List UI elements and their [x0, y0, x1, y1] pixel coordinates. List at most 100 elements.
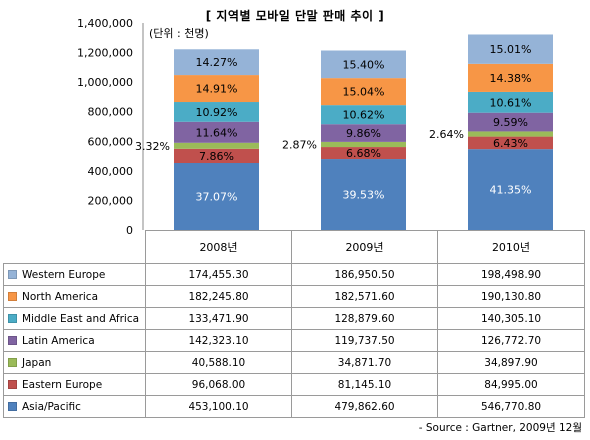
share-label: 14.91% [196, 83, 238, 96]
legend-entry: Japan [3, 351, 146, 374]
bar-segment [468, 63, 553, 92]
bar-segment [321, 78, 406, 106]
bar-series [174, 34, 553, 230]
bar-segment [174, 148, 259, 164]
share-label: 6.68% [346, 147, 381, 160]
table-cell: 119,737.50 [291, 329, 438, 352]
year-header: 2008년 [145, 230, 292, 264]
share-label: 10.62% [343, 109, 385, 122]
share-label: 11.64% [196, 126, 238, 139]
table-cell: 81,145.10 [291, 373, 438, 396]
table-cell: 142,323.10 [145, 329, 292, 352]
y-tick-label: 1,200,000 [77, 47, 133, 60]
table-row: Middle East and Africa 133,471.90 128,879.… [3, 307, 585, 330]
bar-segment [321, 147, 406, 160]
table-cell: 40,588.10 [145, 351, 292, 374]
table-row: Asia/Pacific 453,100.10 479,862.60 546,770.… [3, 395, 585, 418]
table-cell: 34,897.90 [437, 351, 585, 374]
table-row: Eastern Europe 96,068.00 81,145.10 84,995.0… [3, 373, 585, 396]
y-tick-label: 1,400,000 [77, 17, 133, 30]
share-label: 39.53% [343, 189, 385, 202]
bar-segment [321, 141, 406, 148]
legend-entry: North America [3, 285, 146, 308]
legend-swatch [8, 380, 17, 389]
table-cell: 479,862.60 [291, 395, 438, 418]
bar-segment [468, 91, 553, 113]
legend-label: Eastern Europe [22, 378, 103, 391]
share-label: 2.64% [429, 128, 464, 141]
bar-segment [174, 102, 259, 122]
table-cell: 84,995.00 [437, 373, 585, 396]
table-row: Latin America 142,323.10 119,737.50 126,772… [3, 329, 585, 352]
table-cell: 546,770.80 [437, 395, 585, 418]
bar-segment [174, 121, 259, 143]
legend-entry: Eastern Europe [3, 373, 146, 396]
table-cell: 453,100.10 [145, 395, 292, 418]
share-label: 6.43% [493, 137, 528, 150]
y-tick-label: 200,000 [88, 194, 134, 207]
table-cell: 182,571.60 [291, 285, 438, 308]
share-label: 9.59% [493, 116, 528, 129]
share-labels: 37.07% 7.86% 3.32% 11.64% 10.92% 14.91% 14.27%… [135, 43, 531, 203]
table-cell: 96,068.00 [145, 373, 292, 396]
legend-label: Western Europe [22, 268, 106, 281]
legend-swatch [8, 270, 17, 279]
share-label: 3.32% [135, 140, 170, 153]
share-label: 14.38% [490, 72, 532, 85]
y-tick-label: 1,000,000 [77, 76, 133, 89]
table-cell: 140,305.10 [437, 307, 585, 330]
bar-segment [321, 50, 406, 79]
table-cell: 126,772.70 [437, 329, 585, 352]
unit-label: (단위 : 천명) [149, 26, 209, 40]
bar-segment [174, 142, 259, 149]
legend-entry: Middle East and Africa [3, 307, 146, 330]
data-table: 2008년 2009년 2010년 Western Europe 174,455.30 1… [3, 230, 585, 418]
table-cell: 186,950.50 [291, 263, 438, 286]
bar-segment [468, 149, 553, 230]
bar-segment [468, 112, 553, 132]
table-cell: 128,879.60 [291, 307, 438, 330]
legend-swatch [8, 358, 17, 367]
bar-segment [468, 131, 553, 137]
bar-segment [321, 105, 406, 125]
table-cell: 133,471.90 [145, 307, 292, 330]
bar-segment [321, 159, 406, 230]
bar-segment [468, 136, 553, 150]
table-corner [3, 230, 146, 264]
table-cell: 182,245.80 [145, 285, 292, 308]
table-cell: 198,498.90 [437, 263, 585, 286]
y-tick-label: 800,000 [88, 106, 134, 119]
legend-label: North America [22, 290, 99, 303]
share-label: 15.01% [490, 43, 532, 56]
share-label: 15.04% [343, 86, 385, 99]
year-header: 2010년 [437, 230, 585, 264]
table-cell: 174,455.30 [145, 263, 292, 286]
share-label: 9.86% [346, 127, 381, 140]
bar-segment [321, 124, 406, 142]
share-label: 10.92% [196, 106, 238, 119]
share-label: 41.35% [490, 184, 532, 197]
legend-label: Latin America [22, 334, 95, 347]
legend-swatch [8, 292, 17, 301]
legend-entry: Western Europe [3, 263, 146, 286]
chart-title: [ 지역별 모바일 단말 판매 추이 ] [205, 9, 385, 23]
year-header: 2009년 [291, 230, 438, 264]
legend-swatch [8, 314, 17, 323]
legend-swatch [8, 402, 17, 411]
table-row: Western Europe 174,455.30 186,950.50 198,49… [3, 263, 585, 286]
legend-entry: Latin America [3, 329, 146, 352]
bar-segment [468, 34, 553, 64]
table-row: Japan 40,588.10 34,871.70 34,897.90 [3, 351, 585, 374]
table-cell: 190,130.80 [437, 285, 585, 308]
share-label: 7.86% [199, 150, 234, 163]
bar-segment [174, 163, 259, 230]
legend-label: Asia/Pacific [22, 400, 81, 413]
legend-swatch [8, 336, 17, 345]
y-tick-label: 400,000 [88, 165, 134, 178]
share-label: 10.61% [490, 96, 532, 109]
share-label: 15.40% [343, 58, 385, 71]
table-row: North America 182,245.80 182,571.60 190,130… [3, 285, 585, 308]
table-cell: 34,871.70 [291, 351, 438, 374]
share-label: 2.87% [282, 138, 317, 151]
